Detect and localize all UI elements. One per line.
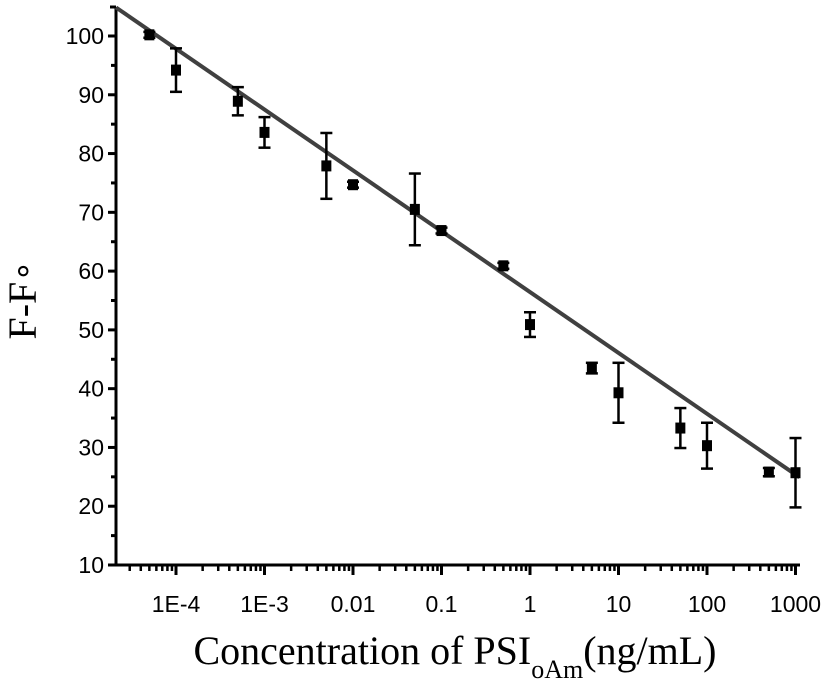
data-point <box>170 47 182 94</box>
point-marker <box>348 179 358 191</box>
data-point <box>762 466 775 478</box>
data-point <box>143 29 156 41</box>
y-tick-label: 20 <box>78 493 104 519</box>
data-point <box>435 225 448 237</box>
y-tick-label: 60 <box>78 258 104 284</box>
data-point <box>408 172 421 247</box>
data-point <box>258 115 271 149</box>
data-point <box>612 361 625 425</box>
data-points <box>143 29 802 509</box>
point-marker <box>675 422 686 434</box>
x-axis-title-subscript: oAm <box>531 655 583 684</box>
point-marker <box>144 29 155 41</box>
point-marker <box>498 260 509 272</box>
data-point <box>789 436 802 509</box>
point-marker <box>171 64 181 76</box>
y-tick-label: 70 <box>78 199 104 225</box>
point-marker <box>525 319 535 331</box>
fit-line-group <box>114 5 801 479</box>
x-axis-title-main: Concentration of PSI <box>193 628 531 673</box>
x-axis-ticks: 1E-4 1E-3 0.01 0.1 1 10 100 1000 <box>128 565 821 617</box>
point-marker <box>586 362 597 374</box>
x-tick-label: 10 <box>606 591 632 617</box>
y-axis-title-main: F-F <box>0 282 45 340</box>
data-point <box>585 361 598 375</box>
data-point <box>231 85 244 117</box>
x-tick-label: 100 <box>688 591 726 617</box>
y-tick-label: 40 <box>78 376 104 402</box>
y-tick-label: 30 <box>78 434 104 460</box>
data-point <box>701 421 713 470</box>
fit-line <box>114 5 801 479</box>
point-marker <box>409 203 420 215</box>
x-axis-title: Concentration of PSIoAm(ng/mL) <box>193 628 716 684</box>
point-marker <box>763 466 774 478</box>
x-tick-label: 1E-4 <box>152 591 201 617</box>
y-tick-label: 80 <box>78 141 104 167</box>
data-point <box>347 179 359 191</box>
x-tick-label: 1E-3 <box>240 591 289 617</box>
point-marker <box>259 126 270 138</box>
y-axis-title: F-F∘ <box>0 260 45 339</box>
data-point <box>674 406 687 450</box>
x-tick-label: 1 <box>524 591 537 617</box>
data-point <box>320 131 333 201</box>
data-point <box>497 260 510 272</box>
x-tick-label: 0.01 <box>331 591 376 617</box>
x-tick-label: 0.1 <box>426 591 458 617</box>
y-axis-title-subscript: ∘ <box>5 260 42 281</box>
point-marker <box>790 467 801 479</box>
point-marker <box>613 387 624 399</box>
y-tick-label: 100 <box>66 23 104 49</box>
y-tick-label: 90 <box>78 82 104 108</box>
x-axis-title-suffix: (ng/mL) <box>583 628 716 673</box>
point-marker <box>321 160 332 172</box>
y-tick-label: 10 <box>78 552 104 578</box>
y-axis-ticks: 10 20 30 40 50 60 70 80 90 100 <box>66 23 116 578</box>
point-marker <box>232 95 243 107</box>
data-point <box>524 311 536 339</box>
axes <box>110 5 800 567</box>
point-marker <box>436 225 447 237</box>
y-tick-label: 50 <box>78 317 104 343</box>
x-tick-label: 1000 <box>770 591 821 617</box>
point-marker <box>702 440 712 452</box>
